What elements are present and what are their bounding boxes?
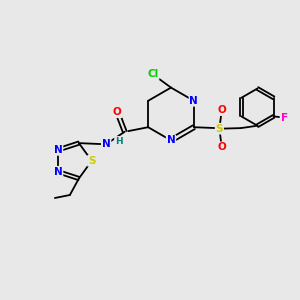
Text: H: H [115, 137, 122, 146]
Text: N: N [54, 145, 62, 155]
Text: Cl: Cl [147, 69, 159, 79]
Text: F: F [280, 113, 288, 123]
Text: N: N [167, 135, 176, 146]
Text: N: N [190, 96, 198, 106]
Text: N: N [102, 139, 110, 149]
Text: O: O [218, 105, 226, 115]
Text: O: O [113, 107, 122, 117]
Text: N: N [54, 167, 62, 177]
Text: O: O [218, 142, 226, 152]
Text: S: S [216, 124, 223, 134]
Text: S: S [88, 156, 95, 166]
